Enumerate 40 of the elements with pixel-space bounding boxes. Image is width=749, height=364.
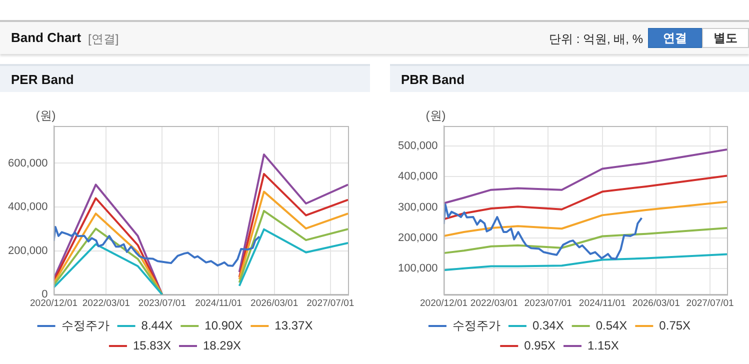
legend-label: 0.75X: [659, 318, 691, 332]
text: 연결: [648, 28, 702, 48]
y-tick-label: 600,000: [8, 157, 48, 170]
y-tick-label: 300,000: [398, 201, 438, 214]
legend-label: 1.15X: [588, 338, 619, 352]
legend-label: 수정주가: [452, 318, 500, 332]
y-tick-label: 400,000: [398, 170, 438, 183]
chart-title: PBR Band: [390, 64, 749, 92]
legend-label: 0.95X: [524, 338, 556, 352]
x-tick-label: 2024/11/01: [195, 298, 242, 309]
x-tick-label: 2022/03/01: [82, 298, 130, 309]
legend-label: 8.44X: [141, 318, 173, 332]
text: 별도: [702, 28, 749, 48]
x-tick-label: 2023/07/01: [138, 298, 186, 309]
legend-label: 13.37X: [274, 318, 313, 332]
x-tick-label: 2026/03/01: [250, 298, 298, 309]
x-tick-label: 2024/11/01: [578, 298, 626, 309]
legend-label: 18.29X: [203, 338, 242, 352]
y-axis-title: (원): [426, 108, 446, 122]
legend-label: 0.54X: [596, 318, 628, 332]
x-tick-label: 2026/03/01: [632, 298, 680, 309]
x-tick-label: 2027/07/01: [686, 298, 734, 309]
x-tick-label: 2023/07/01: [524, 298, 572, 309]
legend-label: 15.83X: [132, 338, 172, 352]
legend-label: 10.90X: [204, 318, 243, 332]
legend-label: 수정주가: [61, 318, 110, 332]
text: Band Chart: [11, 30, 82, 45]
x-tick-label: 2022/03/01: [470, 298, 518, 309]
text: [연결]: [88, 31, 119, 48]
y-tick-label: 500,000: [398, 140, 438, 152]
y-tick-label: 200,000: [398, 232, 438, 244]
text: 단위 : 억원, 배, %: [549, 31, 644, 48]
y-tick-label: 200,000: [8, 244, 48, 257]
y-axis-title: (원): [36, 108, 56, 122]
x-tick-label: 2020/12/01: [420, 298, 468, 309]
legend-label: 0.34X: [532, 318, 564, 332]
y-tick-label: 400,000: [8, 201, 48, 214]
y-tick-label: 100,000: [398, 262, 438, 274]
x-tick-label: 2027/07/01: [306, 298, 354, 309]
chart-title: PER Band: [0, 64, 370, 92]
